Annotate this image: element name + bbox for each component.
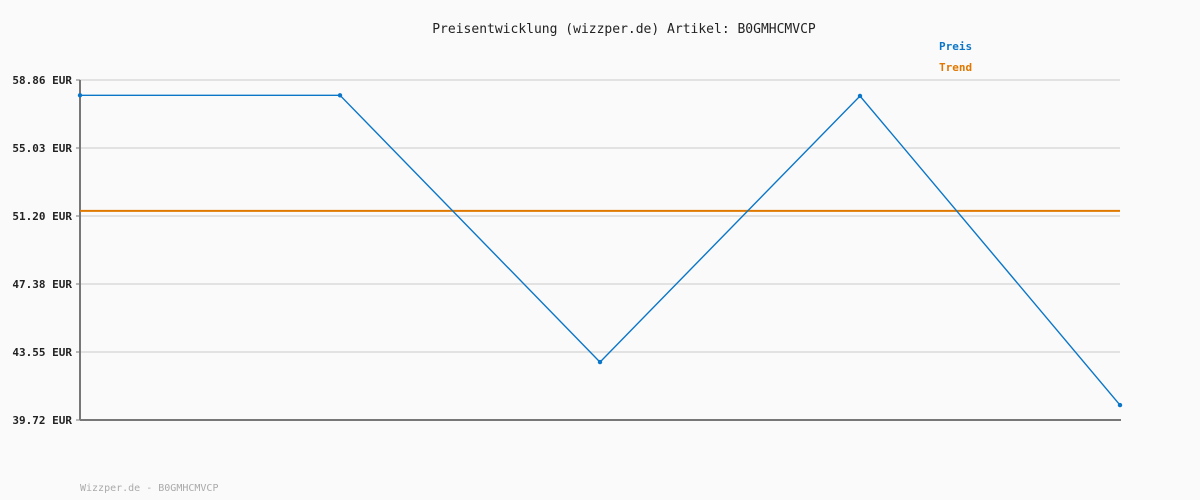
legend-preis: Preis [939, 40, 972, 53]
y-tick-label: 55.03 EUR [12, 142, 72, 155]
price-point [857, 93, 863, 99]
price-point [597, 359, 603, 365]
chart-title: Preisentwicklung (wizzper.de) Artikel: B… [432, 22, 816, 37]
price-line [80, 94, 1121, 406]
y-tick-label: 39.72 EUR [12, 414, 72, 427]
price-point [1117, 402, 1123, 408]
y-tick-label: 43.55 EUR [12, 346, 72, 359]
price-point [77, 93, 83, 98]
footer-text: Wizzper.de - B0GMHCMVCP [80, 483, 218, 494]
y-tick-label: 47.38 EUR [12, 278, 72, 291]
price-point [337, 93, 343, 98]
y-tick-label: 58.86 EUR [12, 74, 72, 87]
legend-trend: Trend [939, 61, 972, 74]
y-tick-label: 51.20 EUR [12, 210, 72, 223]
